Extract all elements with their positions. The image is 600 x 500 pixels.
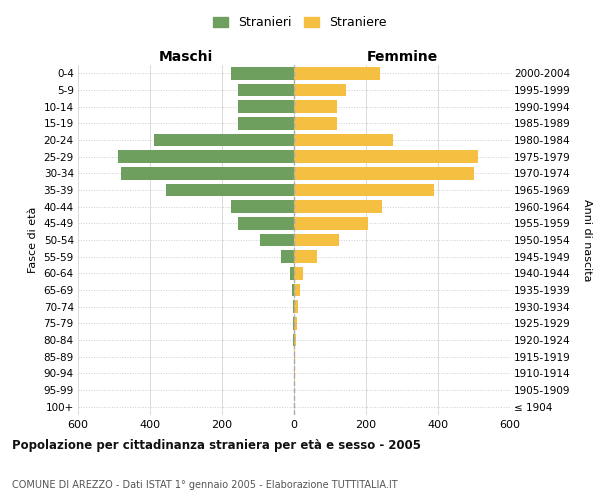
- Bar: [294, 300, 298, 313]
- Bar: [294, 167, 474, 179]
- Bar: [154, 134, 294, 146]
- Bar: [121, 167, 294, 179]
- Bar: [238, 100, 294, 113]
- Bar: [294, 334, 296, 346]
- Text: Maschi: Maschi: [159, 50, 213, 64]
- Bar: [166, 184, 294, 196]
- Bar: [294, 250, 317, 263]
- Bar: [294, 67, 380, 80]
- Bar: [294, 284, 301, 296]
- Bar: [294, 200, 382, 213]
- Bar: [294, 350, 295, 363]
- Bar: [294, 234, 339, 246]
- Bar: [293, 334, 294, 346]
- Bar: [231, 67, 294, 80]
- Text: Femmine: Femmine: [367, 50, 437, 64]
- Bar: [293, 300, 294, 313]
- Bar: [238, 217, 294, 230]
- Bar: [231, 200, 294, 213]
- Bar: [118, 150, 294, 163]
- Text: COMUNE DI AREZZO - Dati ISTAT 1° gennaio 2005 - Elaborazione TUTTITALIA.IT: COMUNE DI AREZZO - Dati ISTAT 1° gennaio…: [12, 480, 398, 490]
- Bar: [294, 100, 337, 113]
- Bar: [294, 117, 337, 130]
- Bar: [238, 117, 294, 130]
- Bar: [294, 184, 434, 196]
- Y-axis label: Fasce di età: Fasce di età: [28, 207, 38, 273]
- Bar: [294, 317, 297, 330]
- Bar: [294, 84, 346, 96]
- Bar: [292, 284, 294, 296]
- Bar: [294, 217, 368, 230]
- Bar: [294, 367, 295, 380]
- Bar: [294, 134, 393, 146]
- Y-axis label: Anni di nascita: Anni di nascita: [582, 198, 592, 281]
- Legend: Stranieri, Straniere: Stranieri, Straniere: [208, 11, 392, 34]
- Bar: [290, 267, 294, 280]
- Bar: [294, 267, 303, 280]
- Bar: [260, 234, 294, 246]
- Bar: [281, 250, 294, 263]
- Text: Popolazione per cittadinanza straniera per età e sesso - 2005: Popolazione per cittadinanza straniera p…: [12, 440, 421, 452]
- Bar: [294, 150, 478, 163]
- Bar: [293, 317, 294, 330]
- Bar: [238, 84, 294, 96]
